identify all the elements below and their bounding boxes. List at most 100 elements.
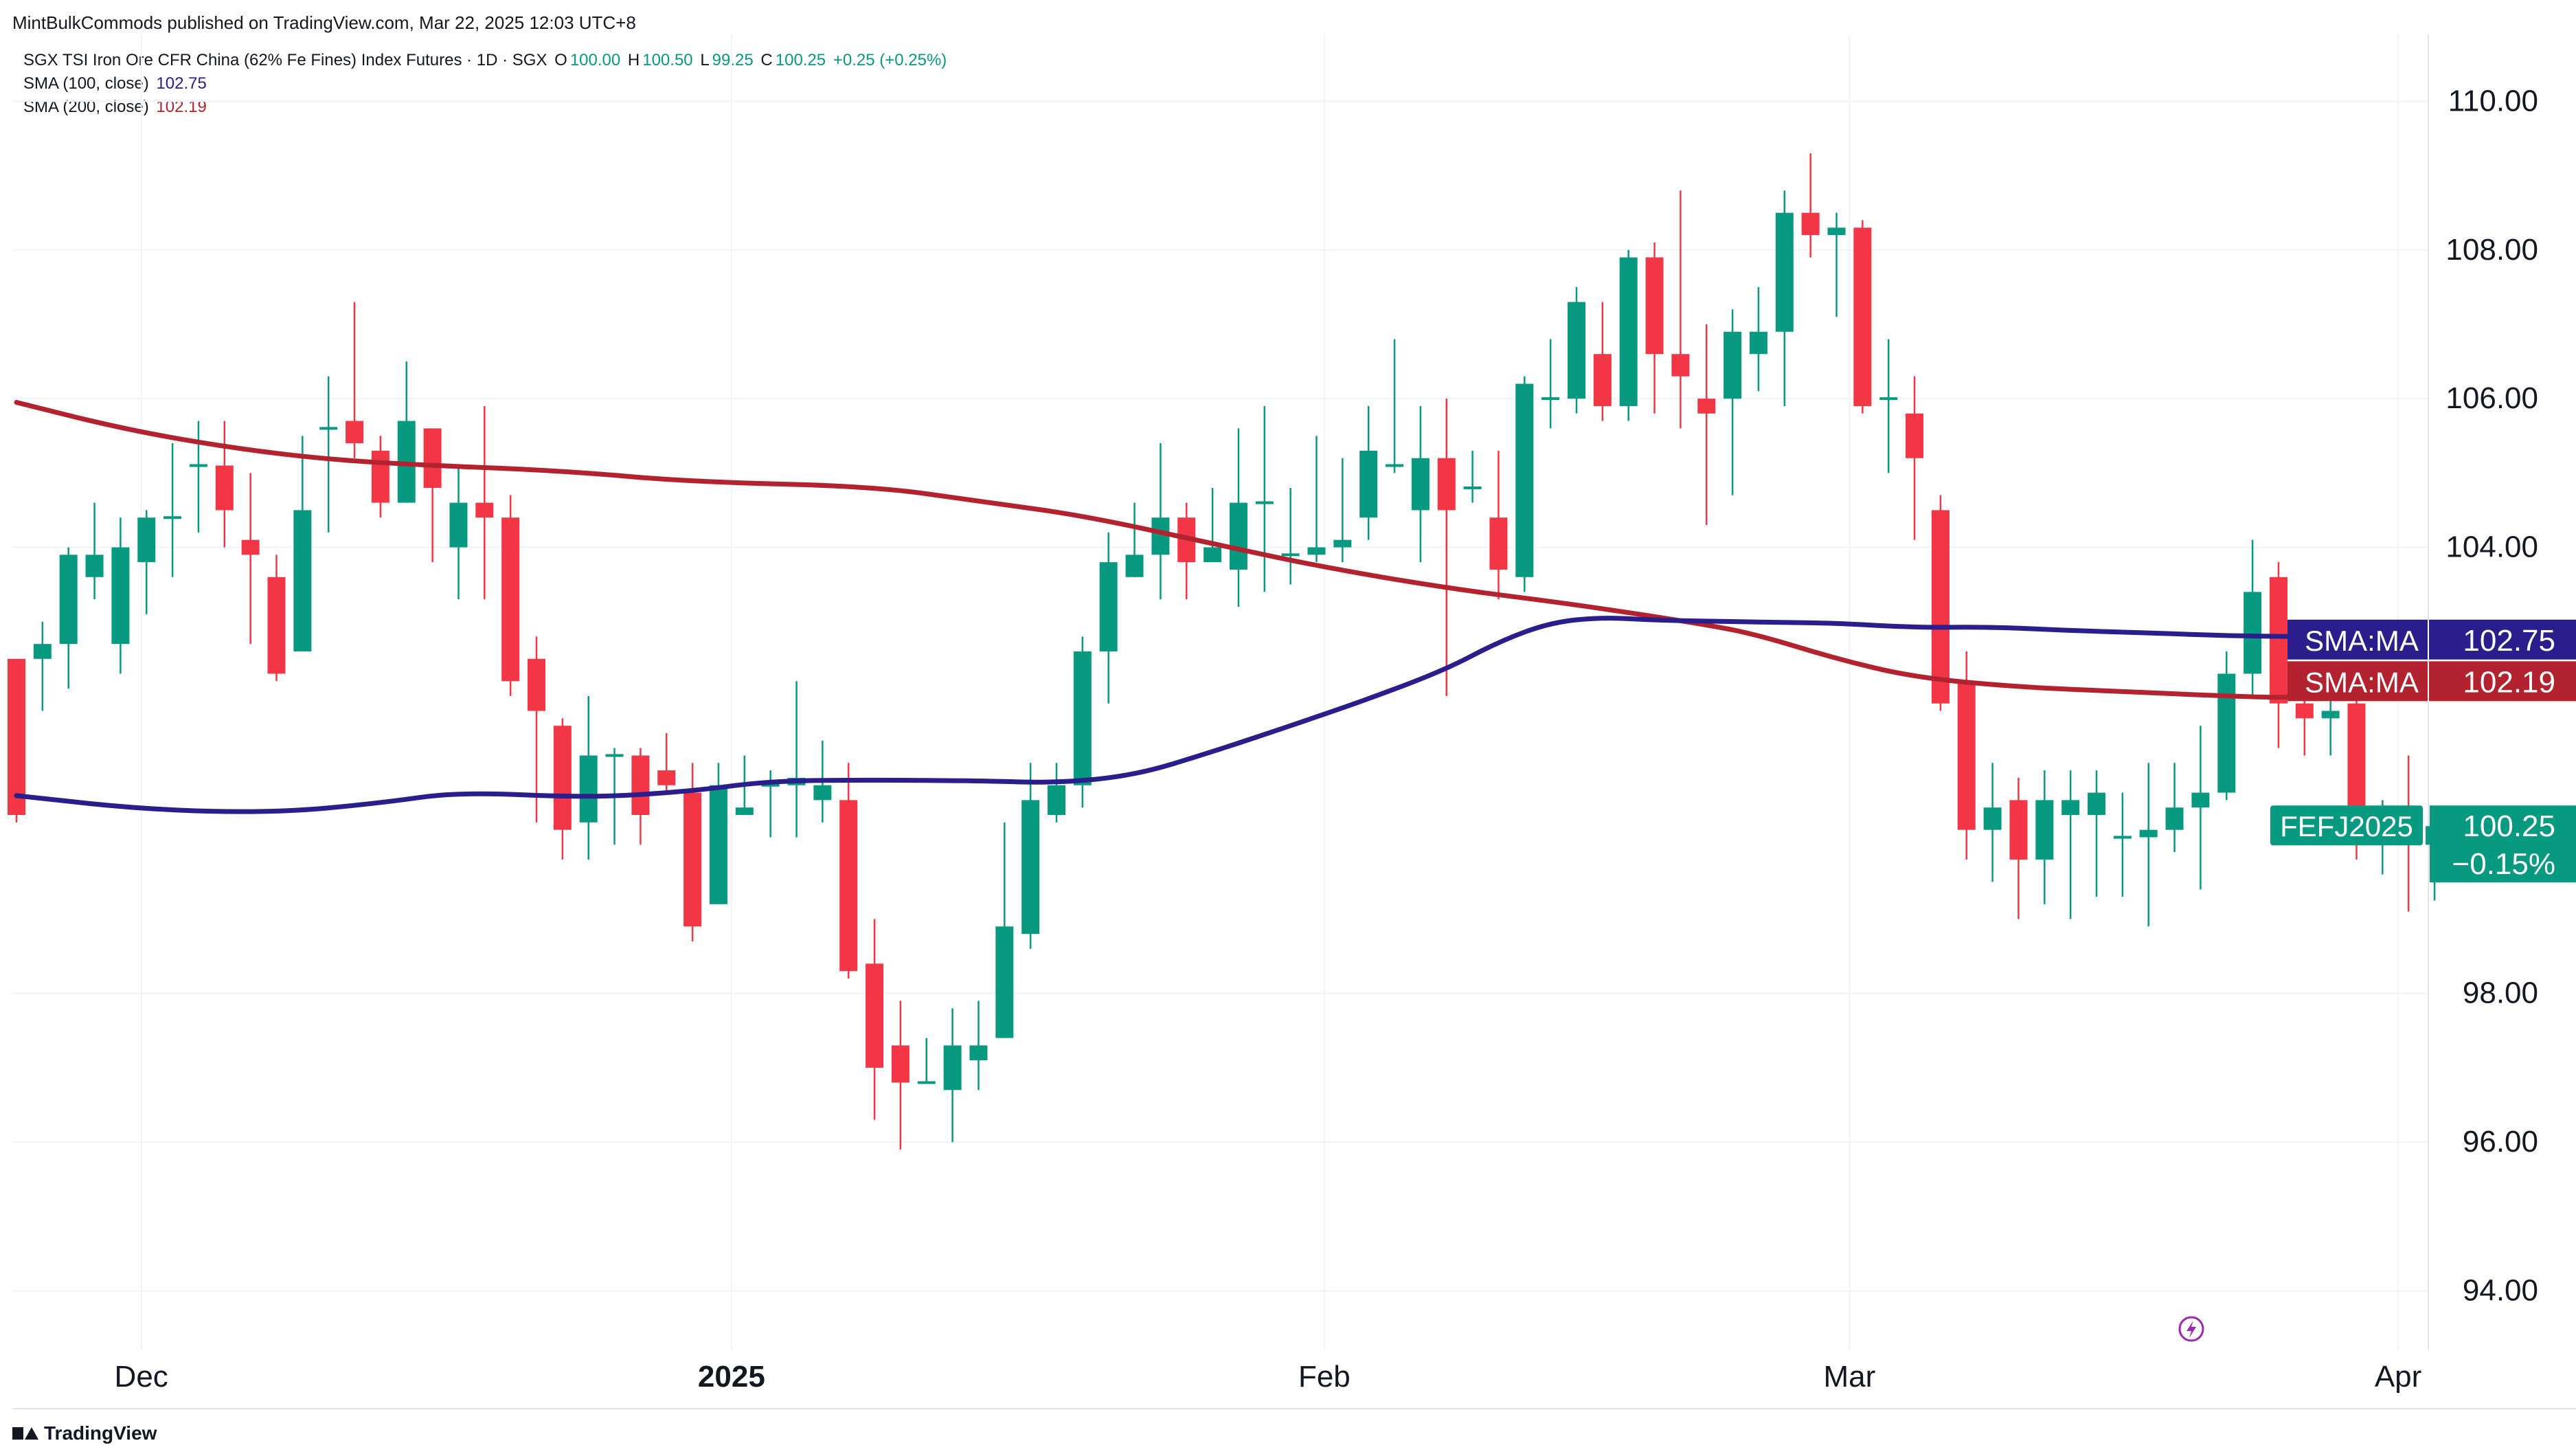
candle-50 <box>1307 436 1326 563</box>
close-label: C <box>760 51 773 69</box>
high-value: 100.50 <box>642 51 693 69</box>
candle-86 <box>2244 539 2262 696</box>
candle-body <box>1957 681 1976 830</box>
candle-body <box>1281 553 1300 557</box>
candle-5 <box>137 510 156 614</box>
y-tick-label-4: 98.00 <box>2463 976 2538 1010</box>
candle-body <box>1021 800 1040 935</box>
candle-77 <box>2009 777 2028 919</box>
candle-body <box>1541 397 1560 401</box>
candle-64 <box>1671 190 1690 429</box>
candle-22 <box>579 695 598 860</box>
candle-56 <box>1463 450 1482 503</box>
candle-58 <box>1515 376 1534 592</box>
candle-body <box>2217 673 2236 793</box>
price-label-box <box>2287 619 2576 660</box>
low-value: 99.25 <box>712 51 754 69</box>
close-value: 100.25 <box>775 51 826 69</box>
y-tick-label-5: 96.00 <box>2463 1125 2538 1159</box>
candle-70 <box>1827 212 1846 317</box>
candle-body <box>1749 331 1767 355</box>
candle-body <box>683 792 702 927</box>
candle-body <box>346 421 364 444</box>
candle-body <box>1724 331 1742 399</box>
candle-90 <box>2347 673 2366 860</box>
candle-body <box>1775 212 1794 332</box>
candle-51 <box>1333 458 1352 563</box>
candle-68 <box>1775 190 1794 406</box>
candle-body <box>1333 539 1352 548</box>
candle-body <box>1931 510 1950 704</box>
candle-87 <box>2269 562 2287 748</box>
candle-body <box>761 783 780 787</box>
candle-21 <box>553 718 572 860</box>
tradingview-logo-icon <box>12 1426 38 1441</box>
candle-54 <box>1411 405 1430 563</box>
candle-body <box>735 807 754 816</box>
candle-47 <box>1229 428 1247 607</box>
candle-33 <box>866 919 884 1120</box>
sma100-label: SMA (100, close) <box>23 74 149 93</box>
candle-body <box>2061 800 2080 816</box>
candle-body <box>1489 517 1508 570</box>
candle-0 <box>8 658 25 823</box>
candle-body <box>1386 464 1404 467</box>
candle-body <box>1125 555 1144 577</box>
candle-body <box>995 926 1014 1038</box>
candle-27 <box>709 763 727 904</box>
candle-body <box>1204 547 1222 563</box>
y-tick-label-2: 106.00 <box>2445 381 2538 415</box>
low-label: L <box>700 51 710 69</box>
candle-body <box>1619 257 1638 406</box>
sma100-legend[interactable]: SMA (100, close) 102.75 <box>23 74 210 93</box>
candle-15 <box>397 361 416 503</box>
candle-body <box>1645 257 1664 355</box>
candle-38 <box>995 822 1014 1038</box>
price-label-name-box <box>2270 805 2423 846</box>
candle-body <box>1827 227 1846 236</box>
price-label-change: −0.15% <box>2452 847 2555 881</box>
candle-72 <box>1879 339 1898 473</box>
candle-body <box>631 755 650 816</box>
symbol-legend[interactable]: SGX TSI Iron Ore CFR China (62% Fe Fines… <box>23 51 949 70</box>
candle-65 <box>1697 324 1716 526</box>
y-tick-label-6: 94.00 <box>2463 1273 2538 1307</box>
candle-body <box>319 427 338 430</box>
x-tick-label-1: 2025 <box>698 1360 765 1394</box>
candle-83 <box>2165 763 2184 853</box>
tradingview-logo[interactable]: TradingView <box>12 1422 157 1444</box>
price-label-name: FEFJ2025 <box>2280 810 2413 842</box>
candle-body <box>709 785 727 904</box>
candle-34 <box>891 1000 909 1150</box>
candle-body <box>2009 800 2028 860</box>
candle-55 <box>1437 399 1456 696</box>
candle-69 <box>1801 153 1820 258</box>
candle-78 <box>2035 770 2054 904</box>
candle-body <box>579 755 598 823</box>
candle-body <box>1048 785 1065 816</box>
open-value: 100.00 <box>569 51 621 69</box>
candle-body <box>1853 227 1872 406</box>
symbol-title: SGX TSI Iron Ore CFR China (62% Fe Fines… <box>23 51 547 69</box>
candle-body <box>813 785 832 801</box>
candle-body <box>1099 562 1118 651</box>
price-label-0: SMA:MA 102.75 <box>2287 619 2576 660</box>
candle-43 <box>1125 502 1144 577</box>
candle-40 <box>1048 763 1065 823</box>
lightning-icon <box>2178 1316 2204 1342</box>
candle-84 <box>2191 726 2210 890</box>
candle-body <box>85 555 104 577</box>
candle-32 <box>839 763 858 979</box>
x-tick-label-0: Dec <box>115 1360 168 1394</box>
candle-85 <box>2217 651 2236 801</box>
y-tick-label-1: 108.00 <box>2445 233 2538 267</box>
candle-body <box>215 465 234 511</box>
candle-body <box>1437 458 1456 511</box>
candle-body <box>371 450 389 503</box>
price-label-name: SMA:MA <box>2305 666 2419 698</box>
candle-7 <box>189 421 207 533</box>
candle-37 <box>969 1000 988 1090</box>
candle-74 <box>1931 495 1950 711</box>
candle-body <box>657 770 676 785</box>
